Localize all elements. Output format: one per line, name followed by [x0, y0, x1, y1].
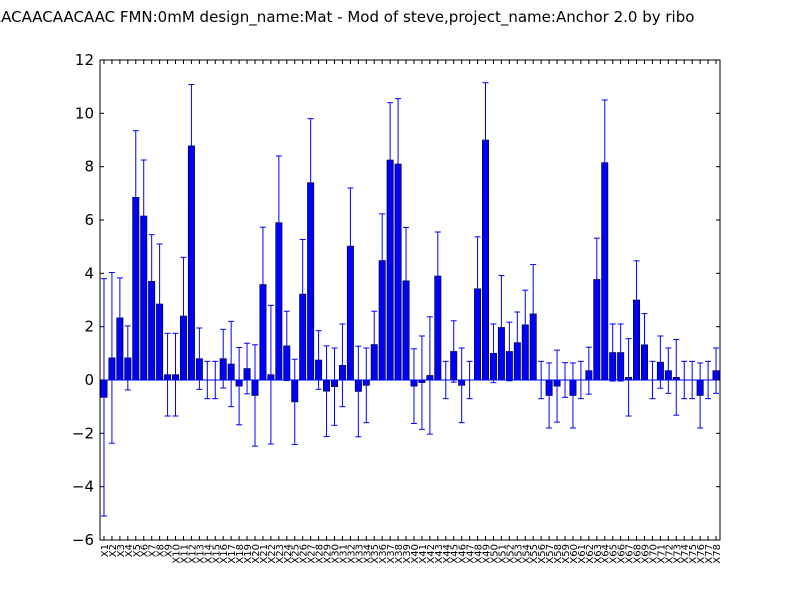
x-tick-label: X15 [211, 544, 222, 564]
x-tick-label: X57 [545, 544, 556, 564]
x-tick-label: X42 [426, 544, 437, 564]
x-tick-label: X28 [315, 544, 326, 564]
y-tick-label: 0 [84, 371, 94, 389]
x-tick-label: X61 [577, 544, 588, 564]
x-tick-label: X68 [633, 544, 644, 564]
x-tick-label: X52 [505, 544, 516, 564]
x-tick-label: X35 [370, 544, 381, 564]
y-tick-label: −4 [72, 478, 94, 496]
x-tick-label: X75 [688, 544, 699, 564]
x-tick-label: X50 [489, 544, 500, 564]
y-tick-label: 6 [84, 211, 94, 229]
x-tick-label: X5 [132, 544, 143, 557]
x-tick-label: X34 [362, 544, 373, 564]
x-tick-label: X49 [482, 544, 493, 564]
x-tick-label: X51 [497, 544, 508, 564]
x-tick-label: X29 [323, 544, 334, 564]
x-tick-label: X1 [100, 544, 111, 557]
x-tick-label: X7 [148, 544, 159, 557]
x-tick-label: X21 [259, 544, 270, 564]
x-tick-label: X16 [219, 544, 230, 564]
x-tick-label: X2 [108, 544, 119, 557]
chart-title-text: ACAACAACAACAAC FMN:0mM design_name:Mat -… [0, 8, 695, 26]
x-tick-label: X46 [458, 544, 469, 564]
x-tick-label: X38 [394, 544, 405, 564]
x-tick-label: X24 [283, 544, 294, 564]
x-tick-label: X70 [648, 544, 659, 564]
x-tick-label: X65 [609, 544, 620, 564]
y-tick-label: 4 [84, 264, 94, 282]
y-tick-label: 10 [75, 104, 94, 122]
x-tick-label: X25 [291, 544, 302, 564]
x-tick-label: X20 [251, 544, 262, 564]
x-tick-label: X63 [593, 544, 604, 564]
x-tick-label: X33 [354, 544, 365, 564]
x-tick-label: X26 [299, 544, 310, 564]
x-tick-label: X72 [664, 544, 675, 564]
x-tick-label: X36 [378, 544, 389, 564]
x-tick-label: X48 [474, 544, 485, 564]
x-axis: X1X2X3X4X5X6X7X8X9X10X11X12X13X14X15X16X… [100, 60, 723, 564]
x-tick-label: X43 [434, 544, 445, 564]
x-tick-label: X45 [450, 544, 461, 564]
x-tick-label: X74 [680, 544, 691, 564]
x-tick-label: X37 [386, 544, 397, 564]
x-tick-label: X39 [402, 544, 413, 564]
x-tick-label: X77 [704, 544, 715, 564]
x-tick-label: X31 [338, 544, 349, 564]
x-tick-label: X14 [203, 544, 214, 564]
x-tick-label: X22 [267, 544, 278, 564]
y-tick-label: −2 [72, 424, 94, 442]
y-tick-label: −6 [72, 531, 94, 549]
x-tick-label: X55 [529, 544, 540, 564]
x-tick-label: X23 [275, 544, 286, 564]
x-tick-label: X10 [172, 544, 183, 564]
x-tick-label: X73 [672, 544, 683, 564]
x-tick-label: X53 [513, 544, 524, 564]
plot-frame [99, 59, 721, 541]
x-tick-label: X9 [164, 544, 175, 557]
x-tick-label: X13 [195, 544, 206, 564]
y-tick-label: 2 [84, 318, 94, 336]
x-tick-label: X78 [712, 544, 723, 564]
x-tick-label: X56 [537, 544, 548, 564]
x-tick-label: X66 [617, 544, 628, 564]
x-tick-label: X44 [442, 544, 453, 564]
x-tick-label: X69 [640, 544, 651, 564]
x-tick-label: X47 [466, 544, 477, 564]
x-tick-label: X54 [521, 544, 532, 564]
x-tick-label: X41 [418, 544, 429, 564]
x-tick-label: X17 [227, 544, 238, 564]
x-tick-label: X62 [585, 544, 596, 564]
x-tick-label: X18 [235, 544, 246, 564]
y-tick-label: 12 [75, 51, 94, 69]
x-tick-label: X58 [553, 544, 564, 564]
x-tick-label: X30 [330, 544, 341, 564]
x-tick-label: X67 [625, 544, 636, 564]
x-tick-label: X27 [307, 544, 318, 564]
x-tick-label: X40 [410, 544, 421, 564]
y-tick-label: 8 [84, 158, 94, 176]
x-tick-label: X4 [124, 544, 135, 557]
x-tick-label: X64 [601, 544, 612, 564]
x-tick-label: X11 [179, 544, 190, 564]
x-tick-label: X3 [116, 544, 127, 557]
x-tick-label: X71 [656, 544, 667, 564]
bars-layer [100, 139, 720, 403]
x-tick-label: X19 [243, 544, 254, 564]
x-tick-label: X76 [696, 544, 707, 564]
x-tick-label: X8 [156, 544, 167, 557]
x-tick-label: X32 [346, 544, 357, 564]
chart-title: ACAACAACAACAAC FMN:0mM design_name:Mat -… [0, 8, 800, 26]
y-axis: −6 −4 −2 0 2 4 6 8 10 12 [72, 51, 720, 549]
x-tick-label: X60 [569, 544, 580, 564]
x-tick-label: X59 [561, 544, 572, 564]
x-tick-label: X12 [187, 544, 198, 564]
x-tick-label: X6 [140, 544, 151, 557]
error-bars-layer [100, 82, 720, 517]
